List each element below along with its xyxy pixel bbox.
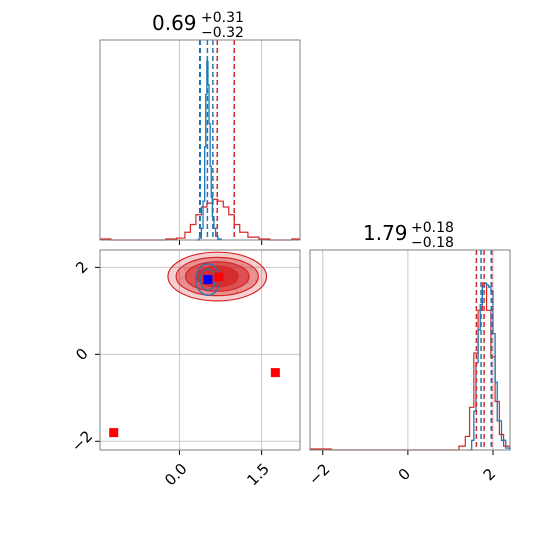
red-marker [270,368,280,378]
panel-frame [99,249,301,451]
title-plus-param-2: +0.18 [411,220,454,236]
sample-point [181,277,184,280]
sample-point [249,268,252,271]
blue-histogram [195,60,222,241]
panel-titles: 0.69 +0.31 −0.32 1.79 +0.18 −0.18 [152,10,454,251]
sample-point [236,290,238,293]
title-value-param-2: 1.79 [363,221,408,245]
sample-point [184,268,186,271]
title-value-param-1: 0.69 [152,11,197,35]
red-marker [109,428,119,438]
sample-point [255,279,258,282]
title-minus-param-2: −0.18 [411,235,454,251]
blue-marker [203,275,213,285]
panel-frame [99,39,301,241]
sample-point [241,264,244,267]
title-plus-param-1: +0.31 [201,10,244,26]
panel-frame [309,249,511,451]
title-minus-param-1: −0.32 [201,25,244,41]
red-marker [214,272,224,282]
panel-hist-param-1 [99,39,301,245]
scatter-plot-area [100,250,300,450]
